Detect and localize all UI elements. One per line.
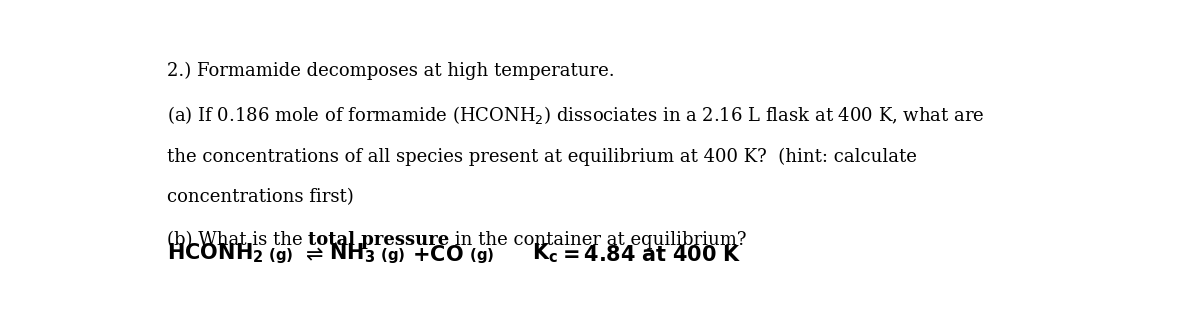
Text: $\mathbf{(g)}$: $\mathbf{(g)}$ bbox=[263, 247, 294, 265]
Text: total pressure: total pressure bbox=[308, 231, 449, 249]
Text: 2.) Formamide decomposes at high temperature.: 2.) Formamide decomposes at high tempera… bbox=[167, 62, 614, 80]
Text: $\mathbf{(g)}$: $\mathbf{(g)}$ bbox=[374, 247, 406, 265]
Text: $\rightleftharpoons$: $\rightleftharpoons$ bbox=[294, 245, 329, 265]
Text: concentrations first): concentrations first) bbox=[167, 188, 354, 206]
Text: (a) If 0.186 mole of formamide (HCONH$_2$) dissociates in a 2.16 L flask at 400 : (a) If 0.186 mole of formamide (HCONH$_2… bbox=[167, 104, 984, 126]
Text: $\mathbf{= 4.84\ at\ 400\ K}$: $\mathbf{= 4.84\ at\ 400\ K}$ bbox=[558, 245, 742, 265]
Text: the concentrations of all species present at equilibrium at 400 K?  (hint: calcu: the concentrations of all species presen… bbox=[167, 148, 917, 166]
Text: in the container at equilibrium?: in the container at equilibrium? bbox=[449, 231, 746, 249]
Text: $\mathbf{K_c}$: $\mathbf{K_c}$ bbox=[532, 242, 558, 265]
Text: $\mathbf{NH_3}$: $\mathbf{NH_3}$ bbox=[329, 242, 374, 265]
Text: $\mathbf{HCONH_2}$: $\mathbf{HCONH_2}$ bbox=[167, 242, 263, 265]
Text: (b) What is the: (b) What is the bbox=[167, 231, 308, 249]
Text: $\mathbf{+ CO}$: $\mathbf{+ CO}$ bbox=[406, 245, 464, 265]
Text: $\mathbf{(g)}$: $\mathbf{(g)}$ bbox=[464, 247, 494, 265]
